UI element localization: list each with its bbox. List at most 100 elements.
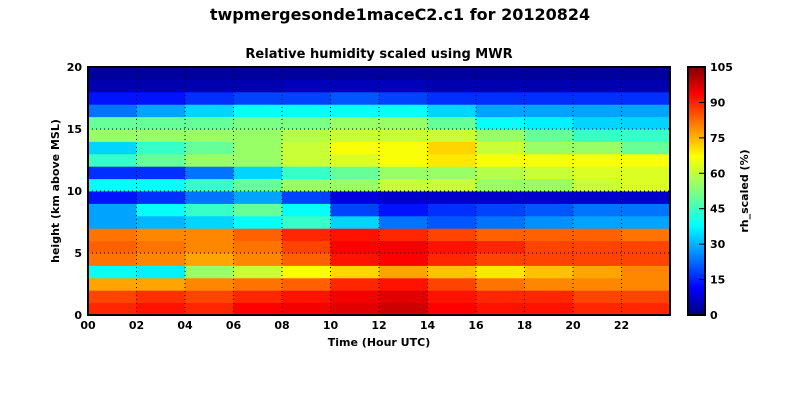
heatmap-cell: [621, 79, 671, 93]
heatmap-cell: [233, 116, 283, 130]
heatmap-cell: [233, 228, 283, 242]
heatmap-cell: [427, 166, 477, 180]
heatmap-cell: [379, 67, 428, 80]
heatmap-cell: [282, 240, 331, 254]
heatmap-cell: [573, 129, 622, 142]
x-tick-label: 06: [226, 319, 242, 332]
heatmap-cell: [379, 265, 428, 279]
heatmap-cell: [282, 265, 331, 279]
heatmap-cell: [427, 141, 477, 155]
heatmap-cell: [282, 191, 331, 204]
heatmap-cell: [282, 215, 331, 229]
heatmap-cell: [185, 116, 234, 130]
heatmap-cell: [379, 153, 428, 167]
heatmap-cell: [379, 116, 428, 130]
x-tick-label: 02: [129, 319, 144, 332]
heatmap-cell: [282, 290, 331, 304]
heatmap-cell: [573, 116, 622, 130]
heatmap-cell: [524, 203, 574, 217]
heatmap-cell: [379, 203, 428, 217]
heatmap-cell: [330, 178, 380, 192]
heatmap-cell: [330, 277, 380, 291]
heatmap-cell: [476, 141, 525, 155]
y-tick-label: 5: [74, 247, 82, 260]
x-tick-label: 04: [177, 319, 193, 332]
heatmap-cell: [233, 141, 283, 155]
x-tick-label: 08: [274, 319, 289, 332]
heatmap-cell: [185, 153, 234, 167]
chart-title: twpmergesonde1maceC2.c1 for 20120824: [209, 5, 591, 24]
heatmap-cell: [233, 104, 283, 118]
heatmap-cell: [185, 129, 234, 142]
heatmap-cell: [573, 265, 622, 279]
heatmap-cell: [136, 191, 186, 204]
heatmap-cell: [621, 228, 671, 242]
x-tick-label: 22: [614, 319, 629, 332]
heatmap-cell: [379, 191, 428, 204]
heatmap-cell: [476, 116, 525, 130]
heatmap-cell: [330, 141, 380, 155]
heatmap-cell: [379, 166, 428, 180]
heatmap-cell: [427, 215, 477, 229]
heatmap-cell: [136, 253, 186, 266]
heatmap-cell: [621, 253, 671, 266]
heatmap-cell: [136, 215, 186, 229]
heatmap-cell: [233, 203, 283, 217]
heatmap-cell: [621, 178, 671, 192]
heatmap-cell: [621, 265, 671, 279]
heatmap-cell: [379, 215, 428, 229]
heatmap-cell: [282, 277, 331, 291]
heatmap-cell: [233, 166, 283, 180]
heatmap-cell: [330, 302, 380, 316]
heatmap-cell: [185, 215, 234, 229]
heatmap-cell: [88, 104, 137, 118]
x-axis-label: Time (Hour UTC): [328, 336, 430, 349]
heatmap-cell: [427, 79, 477, 93]
heatmap-cell: [136, 116, 186, 130]
heatmap-cell: [524, 228, 574, 242]
heatmap-cell: [233, 215, 283, 229]
heatmap-cell: [476, 79, 525, 93]
x-tick-label: 12: [371, 319, 386, 332]
heatmap-cell: [524, 67, 574, 80]
y-tick-label: 10: [67, 185, 83, 198]
heatmap-cell: [573, 91, 622, 105]
heatmap-cell: [427, 153, 477, 167]
heatmap-cell: [621, 91, 671, 105]
heatmap-cell: [427, 116, 477, 130]
heatmap-cell: [88, 265, 137, 279]
heatmap-cell: [185, 265, 234, 279]
heatmap-cell: [476, 203, 525, 217]
heatmap-cell: [476, 215, 525, 229]
heatmap-cell: [88, 141, 137, 155]
heatmap-cell: [88, 277, 137, 291]
heatmap-cell: [573, 178, 622, 192]
heatmap-cell: [233, 91, 283, 105]
colorbar-tick-label: 105: [710, 61, 733, 74]
heatmap-cell: [282, 129, 331, 142]
heatmap-cell: [185, 253, 234, 266]
heatmap-cell: [282, 116, 331, 130]
heatmap-cell: [233, 253, 283, 266]
heatmap-cell: [379, 302, 428, 316]
heatmap-cell: [185, 104, 234, 118]
heatmap-cell: [476, 191, 525, 204]
heatmap-cell: [621, 215, 671, 229]
heatmap-cell: [524, 191, 574, 204]
heatmap-cell: [330, 215, 380, 229]
heatmap-cell: [185, 141, 234, 155]
heatmap-cell: [427, 265, 477, 279]
heatmap-cell: [476, 290, 525, 304]
heatmap-cell: [88, 67, 137, 80]
heatmap-cell: [621, 240, 671, 254]
heatmap-cell: [427, 191, 477, 204]
heatmap-cell: [330, 116, 380, 130]
heatmap-cell: [233, 67, 283, 80]
heatmap-cell: [185, 277, 234, 291]
heatmap-cell: [88, 203, 137, 217]
heatmap-cell: [524, 215, 574, 229]
heatmap-cell: [524, 153, 574, 167]
heatmap-cell: [282, 166, 331, 180]
colorbar-tick-label: 45: [710, 203, 725, 216]
